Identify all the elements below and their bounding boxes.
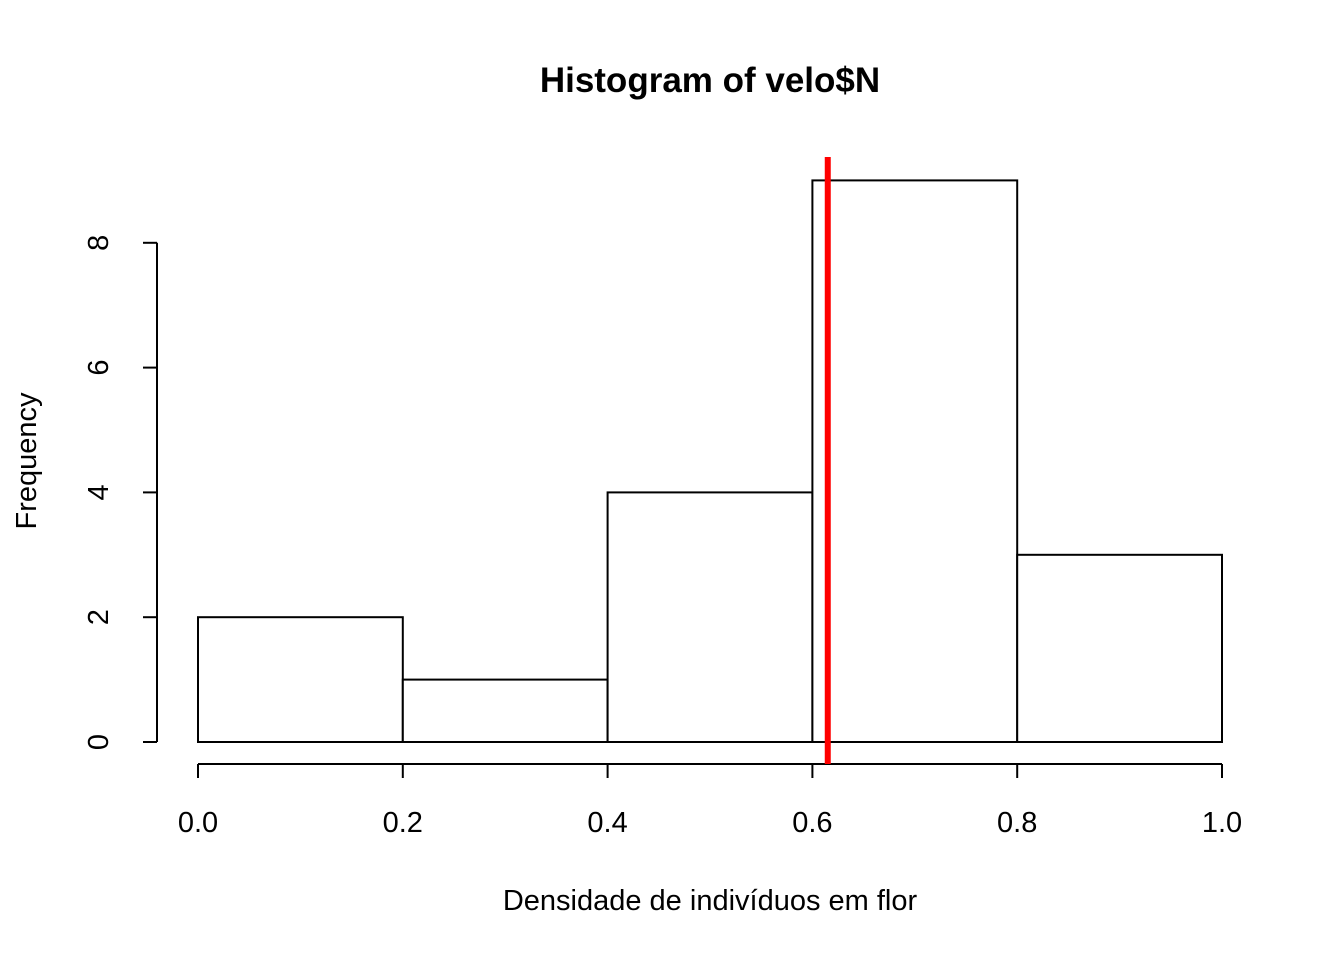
x-tick-label-2: 0.4 — [587, 807, 627, 839]
y-tick-label-3: 6 — [83, 360, 115, 376]
histogram-bar-1 — [401, 678, 609, 743]
x-axis-label: Densidade de indivíduos em flor — [503, 885, 918, 917]
y-axis-label: Frequency — [11, 392, 43, 530]
x-tick-label-3: 0.6 — [792, 807, 832, 839]
y-tick-label-2: 4 — [83, 484, 115, 500]
x-tick-label-5: 1.0 — [1202, 807, 1242, 839]
x-tick-label-4: 0.8 — [997, 807, 1037, 839]
histogram-bar-3 — [811, 179, 1019, 743]
x-axis: 0.0 0.2 0.4 0.6 0.8 1.0 — [178, 763, 1242, 839]
x-tick-label-1: 0.2 — [383, 807, 423, 839]
histogram-bar-4 — [1016, 553, 1224, 743]
chart-title: Histogram of velo$N — [540, 61, 880, 100]
y-tick-label-0: 0 — [83, 734, 115, 750]
histogram-bars — [197, 179, 1224, 744]
histogram-bar-0 — [197, 616, 404, 744]
y-axis: 0 2 4 6 8 — [83, 235, 158, 750]
x-tick-label-0: 0.0 — [178, 807, 218, 839]
y-tick-label-4: 8 — [83, 235, 115, 251]
histogram-bar-2 — [606, 491, 814, 743]
y-tick-label-1: 2 — [83, 609, 115, 625]
